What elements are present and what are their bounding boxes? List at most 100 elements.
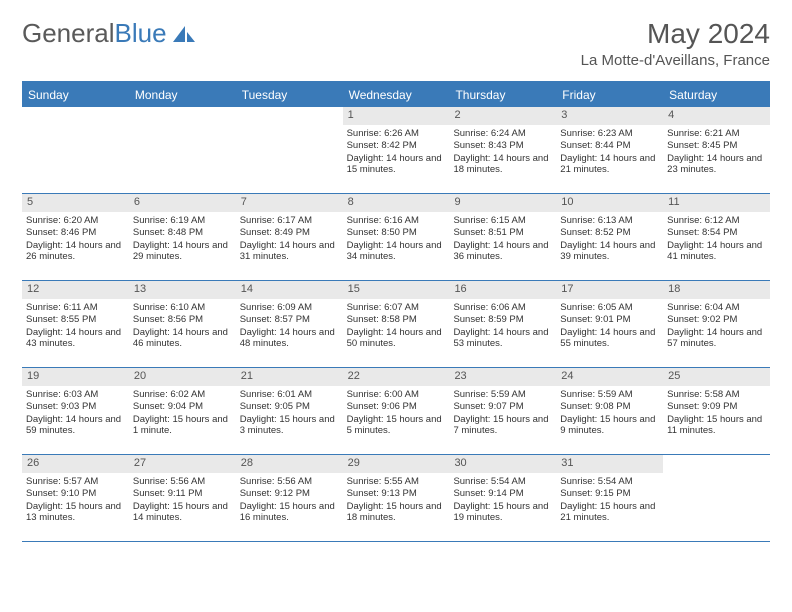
day-body: Sunrise: 6:12 AMSunset: 8:54 PMDaylight:… (663, 214, 770, 268)
day-body: Sunrise: 6:15 AMSunset: 8:51 PMDaylight:… (449, 214, 556, 268)
daylight-line: Daylight: 15 hours and 5 minutes. (347, 414, 446, 438)
title-block: May 2024 La Motte-d'Aveillans, France (581, 18, 770, 69)
day-number: 11 (663, 194, 770, 212)
daylight-line: Daylight: 14 hours and 41 minutes. (667, 240, 766, 264)
day-cell: 23Sunrise: 5:59 AMSunset: 9:07 PMDayligh… (449, 368, 556, 454)
day-number: 14 (236, 281, 343, 299)
daylight-line: Daylight: 15 hours and 18 minutes. (347, 501, 446, 525)
day-body: Sunrise: 5:54 AMSunset: 9:14 PMDaylight:… (449, 475, 556, 529)
sunrise-line: Sunrise: 6:13 AM (560, 215, 659, 227)
daylight-line: Daylight: 15 hours and 19 minutes. (453, 501, 552, 525)
daylight-line: Daylight: 14 hours and 15 minutes. (347, 153, 446, 177)
daylight-line: Daylight: 14 hours and 59 minutes. (26, 414, 125, 438)
sunset-line: Sunset: 8:52 PM (560, 227, 659, 239)
day-cell: 25Sunrise: 5:58 AMSunset: 9:09 PMDayligh… (663, 368, 770, 454)
empty-cell (663, 455, 770, 541)
day-cell: 9 Sunrise: 6:15 AMSunset: 8:51 PMDaylight… (449, 194, 556, 280)
day-number: 6 (129, 194, 236, 212)
day-body: Sunrise: 6:09 AMSunset: 8:57 PMDaylight:… (236, 301, 343, 355)
sunrise-line: Sunrise: 6:26 AM (347, 128, 446, 140)
brand-part2: Blue (115, 18, 167, 49)
sunrise-line: Sunrise: 6:23 AM (560, 128, 659, 140)
sunrise-line: Sunrise: 6:24 AM (453, 128, 552, 140)
day-body: Sunrise: 5:55 AMSunset: 9:13 PMDaylight:… (343, 475, 450, 529)
daylight-line: Daylight: 14 hours and 29 minutes. (133, 240, 232, 264)
weeks-container: 1Sunrise: 6:26 AMSunset: 8:42 PMDaylight… (22, 107, 770, 542)
day-number: 4 (663, 107, 770, 125)
day-cell: 10Sunrise: 6:13 AMSunset: 8:52 PMDayligh… (556, 194, 663, 280)
sunset-line: Sunset: 9:09 PM (667, 401, 766, 413)
sunset-line: Sunset: 9:05 PM (240, 401, 339, 413)
day-header-row: SundayMondayTuesdayWednesdayThursdayFrid… (22, 83, 770, 107)
day-header: Tuesday (236, 83, 343, 107)
day-body: Sunrise: 5:56 AMSunset: 9:11 PMDaylight:… (129, 475, 236, 529)
daylight-line: Daylight: 14 hours and 48 minutes. (240, 327, 339, 351)
day-cell: 2Sunrise: 6:24 AMSunset: 8:43 PMDaylight… (449, 107, 556, 193)
daylight-line: Daylight: 14 hours and 31 minutes. (240, 240, 339, 264)
day-number: 29 (343, 455, 450, 473)
day-number: 8 (343, 194, 450, 212)
day-number: 9 (449, 194, 556, 212)
sunset-line: Sunset: 9:13 PM (347, 488, 446, 500)
day-number: 22 (343, 368, 450, 386)
sunset-line: Sunset: 9:01 PM (560, 314, 659, 326)
day-header: Friday (556, 83, 663, 107)
day-cell: 18Sunrise: 6:04 AMSunset: 9:02 PMDayligh… (663, 281, 770, 367)
daylight-line: Daylight: 15 hours and 1 minute. (133, 414, 232, 438)
sunrise-line: Sunrise: 5:58 AM (667, 389, 766, 401)
day-cell: 16Sunrise: 6:06 AMSunset: 8:59 PMDayligh… (449, 281, 556, 367)
page-header: GeneralBlue May 2024 La Motte-d'Aveillan… (22, 18, 770, 69)
sunset-line: Sunset: 8:56 PM (133, 314, 232, 326)
sunrise-line: Sunrise: 6:03 AM (26, 389, 125, 401)
day-header: Saturday (663, 83, 770, 107)
daylight-line: Daylight: 14 hours and 46 minutes. (133, 327, 232, 351)
day-number: 24 (556, 368, 663, 386)
day-cell: 7Sunrise: 6:17 AMSunset: 8:49 PMDaylight… (236, 194, 343, 280)
sunset-line: Sunset: 8:44 PM (560, 140, 659, 152)
sunrise-line: Sunrise: 5:59 AM (560, 389, 659, 401)
daylight-line: Daylight: 14 hours and 34 minutes. (347, 240, 446, 264)
sunrise-line: Sunrise: 6:05 AM (560, 302, 659, 314)
day-body: Sunrise: 6:10 AMSunset: 8:56 PMDaylight:… (129, 301, 236, 355)
day-number: 15 (343, 281, 450, 299)
week-row: 26Sunrise: 5:57 AMSunset: 9:10 PMDayligh… (22, 455, 770, 542)
daylight-line: Daylight: 15 hours and 7 minutes. (453, 414, 552, 438)
sunrise-line: Sunrise: 5:59 AM (453, 389, 552, 401)
sunrise-line: Sunrise: 6:19 AM (133, 215, 232, 227)
sunrise-line: Sunrise: 6:17 AM (240, 215, 339, 227)
day-cell: 27Sunrise: 5:56 AMSunset: 9:11 PMDayligh… (129, 455, 236, 541)
sunset-line: Sunset: 8:51 PM (453, 227, 552, 239)
sunrise-line: Sunrise: 5:56 AM (133, 476, 232, 488)
sunset-line: Sunset: 8:59 PM (453, 314, 552, 326)
sunrise-line: Sunrise: 6:11 AM (26, 302, 125, 314)
day-number: 13 (129, 281, 236, 299)
sunrise-line: Sunrise: 6:06 AM (453, 302, 552, 314)
sunset-line: Sunset: 9:14 PM (453, 488, 552, 500)
sunrise-line: Sunrise: 6:00 AM (347, 389, 446, 401)
daylight-line: Daylight: 14 hours and 57 minutes. (667, 327, 766, 351)
day-cell: 24Sunrise: 5:59 AMSunset: 9:08 PMDayligh… (556, 368, 663, 454)
sunset-line: Sunset: 8:46 PM (26, 227, 125, 239)
daylight-line: Daylight: 15 hours and 14 minutes. (133, 501, 232, 525)
day-number: 23 (449, 368, 556, 386)
sunset-line: Sunset: 8:42 PM (347, 140, 446, 152)
sunrise-line: Sunrise: 5:55 AM (347, 476, 446, 488)
day-body: Sunrise: 6:19 AMSunset: 8:48 PMDaylight:… (129, 214, 236, 268)
sunrise-line: Sunrise: 5:56 AM (240, 476, 339, 488)
daylight-line: Daylight: 14 hours and 18 minutes. (453, 153, 552, 177)
sunrise-line: Sunrise: 5:57 AM (26, 476, 125, 488)
day-cell: 4Sunrise: 6:21 AMSunset: 8:45 PMDaylight… (663, 107, 770, 193)
week-row: 5Sunrise: 6:20 AMSunset: 8:46 PMDaylight… (22, 194, 770, 281)
day-body: Sunrise: 5:57 AMSunset: 9:10 PMDaylight:… (22, 475, 129, 529)
daylight-line: Daylight: 14 hours and 53 minutes. (453, 327, 552, 351)
daylight-line: Daylight: 14 hours and 23 minutes. (667, 153, 766, 177)
sunrise-line: Sunrise: 6:10 AM (133, 302, 232, 314)
day-cell: 8Sunrise: 6:16 AMSunset: 8:50 PMDaylight… (343, 194, 450, 280)
day-cell: 6 Sunrise: 6:19 AMSunset: 8:48 PMDaylight… (129, 194, 236, 280)
day-number: 10 (556, 194, 663, 212)
day-number: 30 (449, 455, 556, 473)
empty-cell (22, 107, 129, 193)
day-body: Sunrise: 6:00 AMSunset: 9:06 PMDaylight:… (343, 388, 450, 442)
day-header: Sunday (22, 83, 129, 107)
day-number: 25 (663, 368, 770, 386)
